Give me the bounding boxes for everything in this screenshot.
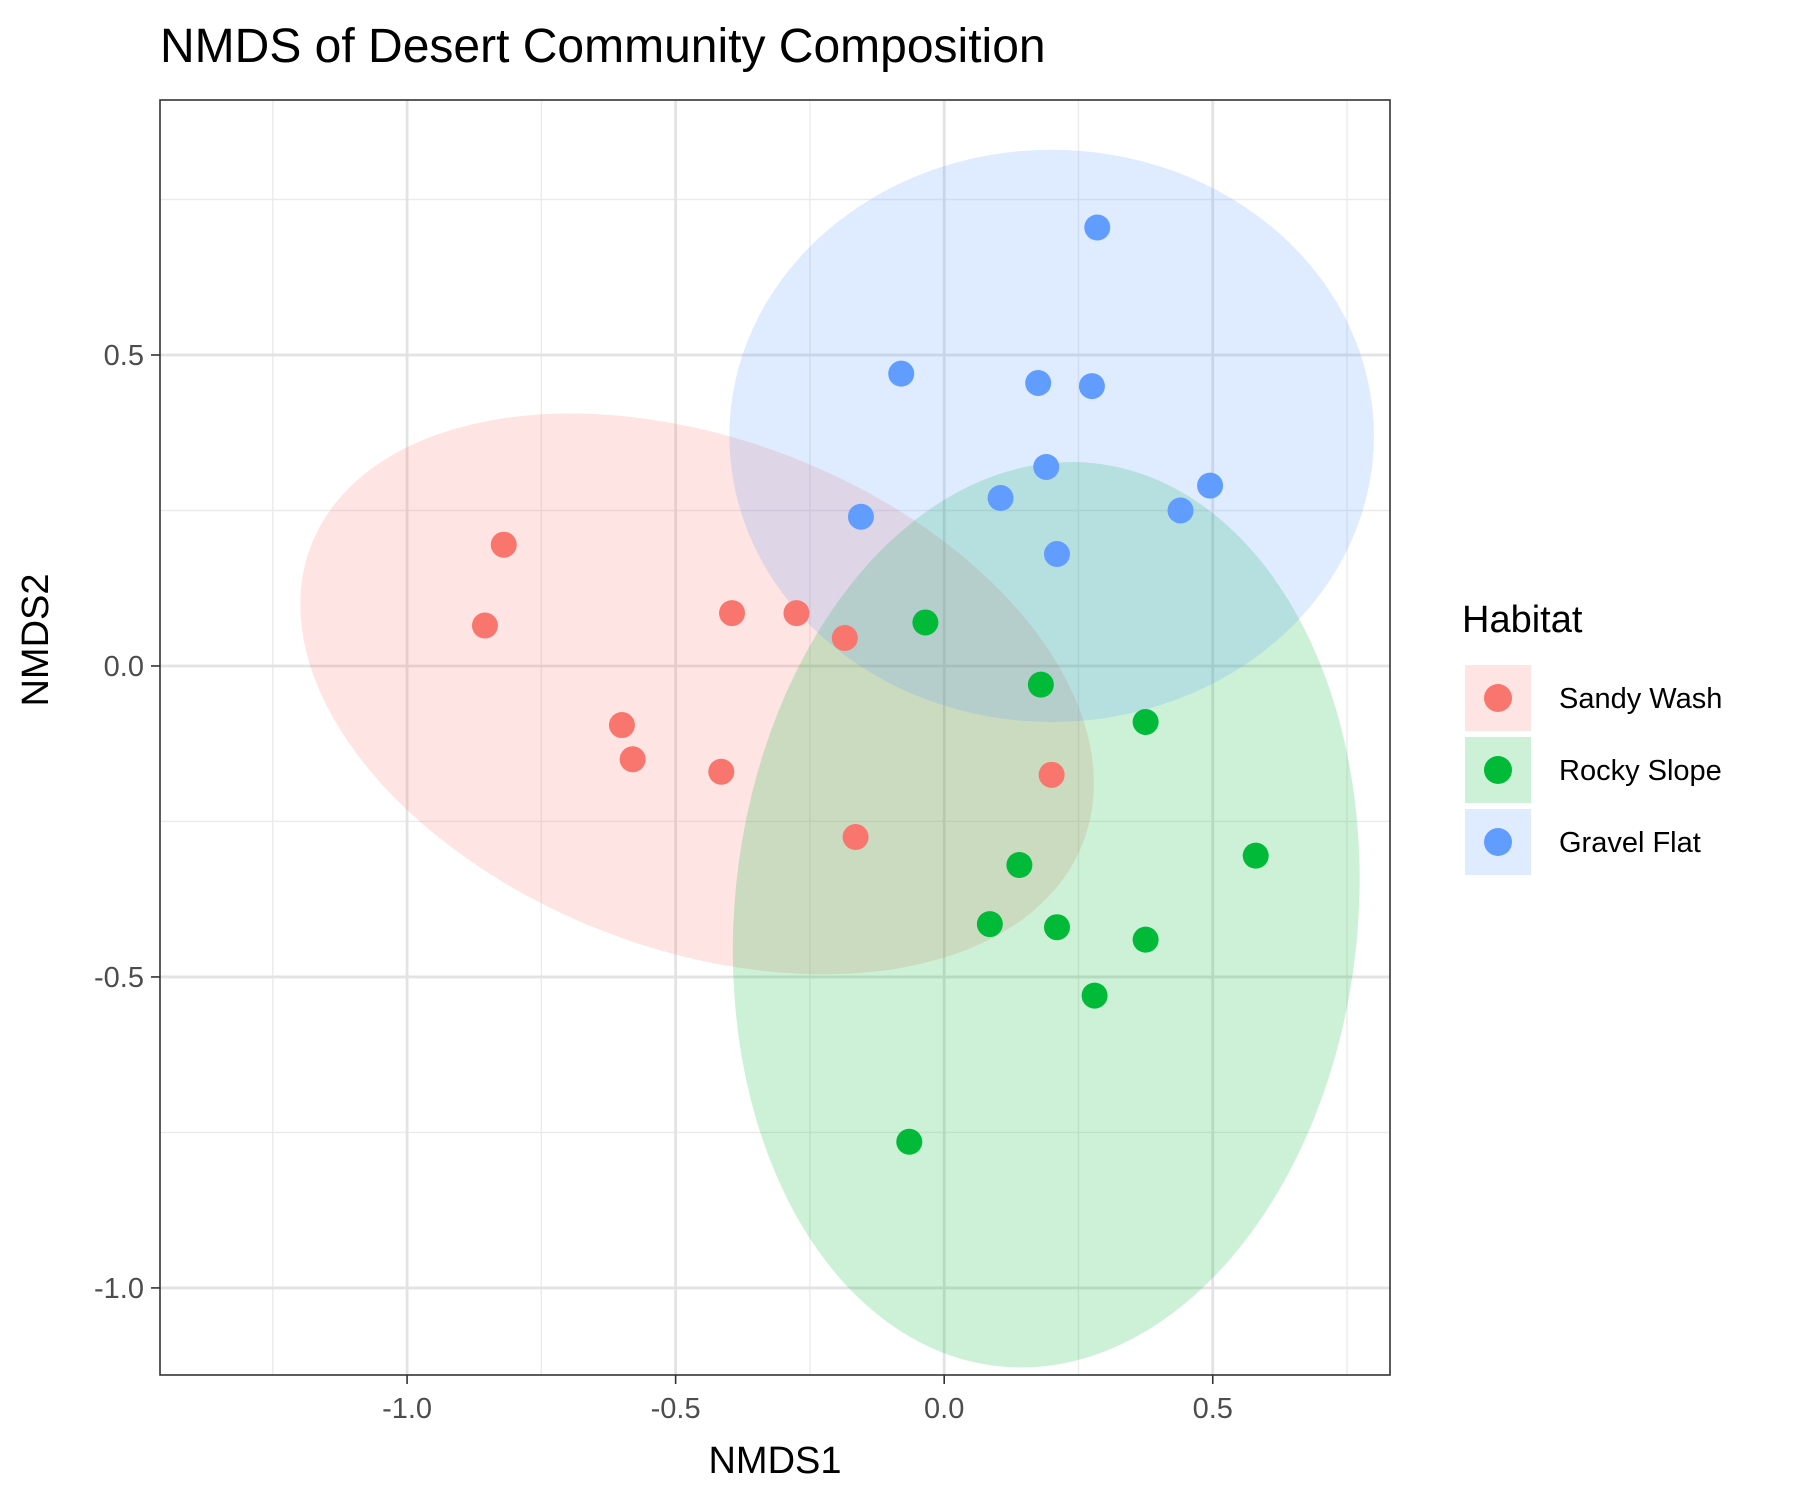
x-tick-label: -1.0 [382, 1393, 432, 1425]
legend-label-sandy-wash: Sandy Wash [1559, 683, 1722, 715]
y-tick-label: -0.5 [94, 962, 144, 994]
point-sandy-wash [490, 531, 517, 558]
point-gravel-flat [1197, 472, 1224, 499]
legend-marker-rocky-slope [1484, 756, 1512, 784]
grid-major [160, 100, 1390, 1375]
point-rocky-slope [1242, 842, 1269, 869]
point-rocky-slope [1043, 914, 1070, 941]
x-axis: -1.0 -0.5 0.0 0.5 [382, 1375, 1233, 1425]
point-gravel-flat [1084, 214, 1111, 241]
legend-items: Sandy Wash Rocky Slope Gravel Flat [1465, 665, 1722, 875]
point-sandy-wash [783, 600, 810, 627]
point-sandy-wash [708, 758, 735, 785]
legend-label-gravel-flat: Gravel Flat [1559, 827, 1701, 859]
point-gravel-flat [847, 503, 874, 530]
point-rocky-slope [896, 1128, 923, 1155]
x-tick-label: -0.5 [651, 1393, 701, 1425]
confidence-ellipses [300, 149, 1374, 1368]
point-gravel-flat [1078, 373, 1105, 400]
point-rocky-slope [1081, 982, 1108, 1009]
legend-label-rocky-slope: Rocky Slope [1559, 755, 1722, 787]
point-sandy-wash [842, 824, 869, 851]
ellipse-gravel-flat [729, 149, 1374, 722]
point-gravel-flat [987, 485, 1014, 512]
point-gravel-flat [1167, 497, 1194, 524]
panel-background [160, 100, 1390, 1375]
legend-title: Habitat [1462, 599, 1583, 641]
point-rocky-slope [976, 911, 1003, 938]
data-points [471, 214, 1269, 1155]
point-rocky-slope [1132, 926, 1159, 953]
point-gravel-flat [1025, 369, 1052, 396]
x-tick-label: 0.0 [924, 1393, 964, 1425]
point-rocky-slope [1027, 671, 1054, 698]
point-gravel-flat [888, 360, 915, 387]
point-gravel-flat [1043, 541, 1070, 568]
point-rocky-slope [912, 609, 939, 636]
y-axis: -1.0 -0.5 0.0 0.5 [94, 340, 160, 1305]
point-sandy-wash [471, 612, 498, 639]
point-gravel-flat [1033, 453, 1060, 480]
point-rocky-slope [1006, 852, 1033, 878]
legend-marker-sandy-wash [1484, 684, 1512, 712]
y-tick-label: 0.0 [104, 651, 144, 683]
legend-marker-gravel-flat [1484, 828, 1512, 856]
point-sandy-wash [1038, 761, 1065, 788]
y-tick-label: 0.5 [104, 340, 144, 372]
point-rocky-slope [1132, 708, 1159, 735]
point-sandy-wash [719, 600, 746, 627]
legend: Habitat Sandy Wash Rocky Slope Gravel Flat [1462, 599, 1722, 875]
point-sandy-wash [619, 746, 646, 773]
panel-border [159, 99, 1391, 1376]
point-sandy-wash [831, 624, 858, 651]
x-tick-label: 0.5 [1193, 1393, 1233, 1425]
y-tick-label: -1.0 [94, 1273, 144, 1305]
plot-panel [159, 99, 1391, 1376]
chart-title: NMDS of Desert Community Composition [160, 20, 1046, 73]
point-sandy-wash [608, 712, 635, 739]
y-axis-title: NMDS2 [15, 573, 57, 706]
ellipse-rocky-slope [732, 462, 1360, 1368]
x-axis-title: NMDS1 [708, 1440, 841, 1482]
